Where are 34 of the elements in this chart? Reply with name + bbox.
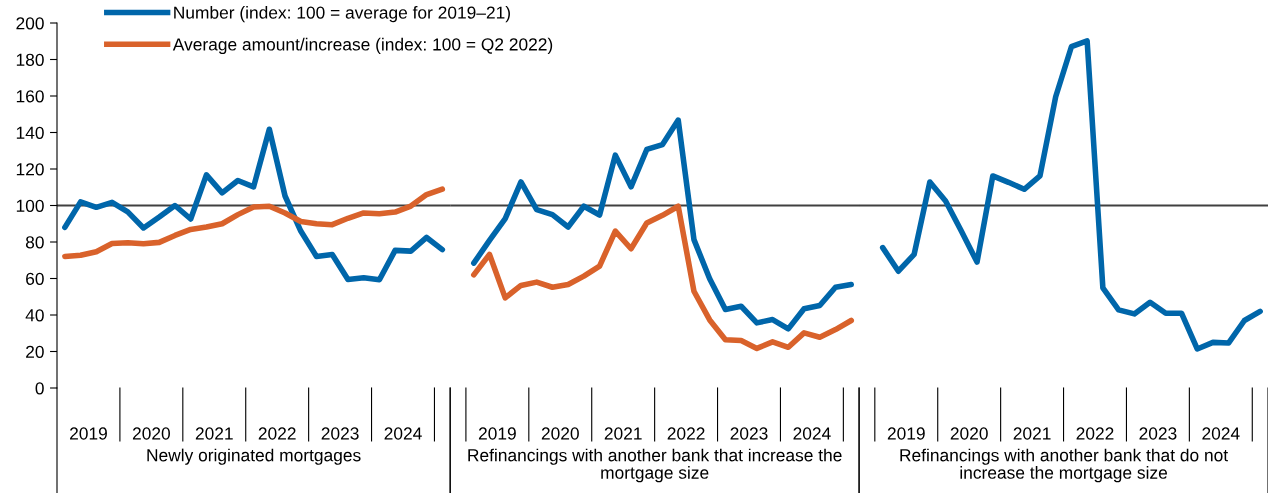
x-tick-label: 2023 — [730, 427, 768, 440]
y-tick-label: 60 — [26, 272, 44, 285]
legend-label: Average amount/increase (index: 100 = Q2 2022) — [172, 37, 553, 54]
y-tick-label: 160 — [16, 90, 44, 103]
x-tick-label: 2024 — [793, 427, 831, 440]
y-tick-label: 100 — [16, 199, 44, 212]
x-axis-title: Refinancings with another bank that increase the mortgage size — [468, 448, 842, 483]
x-axis-title: Newly originated mortgages — [147, 448, 361, 465]
x-tick-label: 2022 — [1076, 427, 1114, 440]
x-tick-label: 2022 — [667, 427, 705, 440]
x-tick-label: 2022 — [258, 427, 296, 440]
x-axis-title: Refinancings with another bank that do not increase the mortgage size — [900, 448, 1228, 483]
y-tick-label: 120 — [16, 163, 44, 176]
y-tick-label: 200 — [16, 17, 44, 30]
x-tick-label: 2023 — [321, 427, 359, 440]
x-tick-label: 2020 — [541, 427, 579, 440]
x-tick-label: 2020 — [132, 427, 170, 440]
y-tick-label: 0 — [35, 382, 44, 395]
x-tick-label: 2021 — [604, 427, 642, 440]
y-tick-label: 40 — [25, 309, 44, 322]
x-tick-label: 2021 — [1013, 427, 1051, 440]
y-tick-label: 20 — [26, 345, 44, 358]
x-tick-label: 2024 — [384, 427, 422, 440]
y-tick-label: 180 — [16, 53, 44, 66]
x-tick-label: 2023 — [1139, 427, 1177, 440]
x-tick-label: 2019 — [478, 427, 516, 440]
y-tick-label: 140 — [16, 126, 44, 139]
x-tick-label: 2020 — [950, 427, 988, 440]
legend-label: Number (index: 100 = average for 2019–21) — [174, 6, 510, 23]
x-tick-label: 2021 — [195, 427, 233, 440]
y-tick-label: 80 — [25, 236, 44, 249]
x-tick-label: 2024 — [1202, 427, 1240, 440]
x-tick-label: 2019 — [70, 427, 107, 440]
x-tick-label: 2019 — [887, 427, 925, 440]
